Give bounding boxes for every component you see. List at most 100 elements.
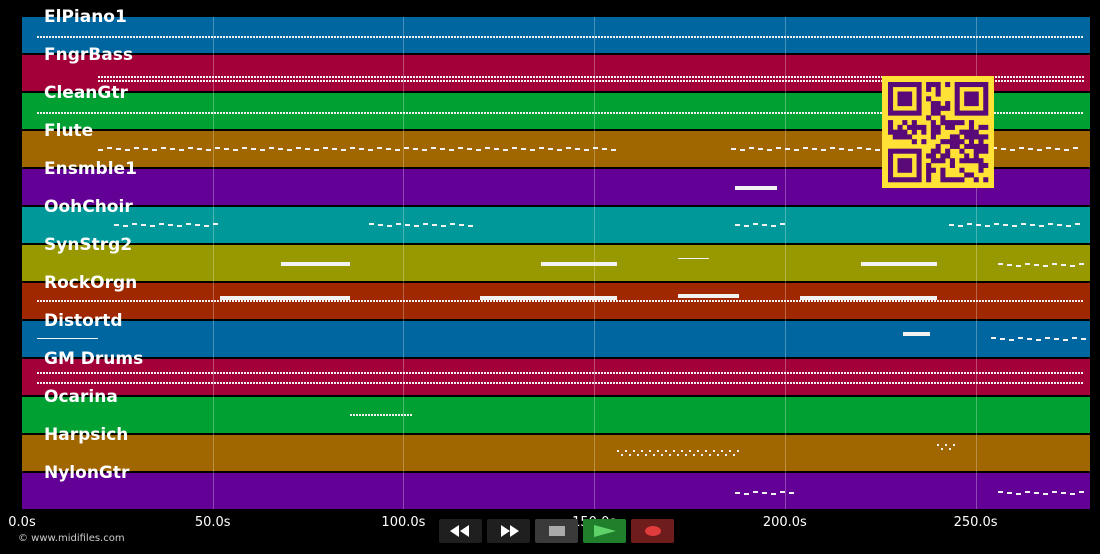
note-mark	[163, 300, 166, 302]
note-mark	[778, 372, 781, 374]
note-mark	[425, 76, 428, 78]
note-mark	[985, 372, 988, 374]
note-mark	[414, 225, 420, 227]
note-mark	[337, 300, 340, 302]
note-mark	[380, 414, 383, 416]
note-mark	[764, 76, 767, 78]
note-mark	[854, 76, 857, 78]
note-mark	[1070, 265, 1076, 267]
note-mark	[733, 36, 736, 38]
note-mark	[946, 372, 949, 374]
note-mark	[262, 300, 265, 302]
note-mark	[130, 36, 133, 38]
note-mark	[782, 80, 785, 82]
note-mark	[380, 80, 383, 82]
stop-button[interactable]	[535, 519, 578, 543]
note-mark	[449, 149, 455, 151]
qr-code-icon[interactable]	[882, 76, 994, 188]
note-mark	[157, 372, 160, 374]
note-mark	[163, 112, 166, 114]
note-mark	[212, 76, 215, 78]
note-mark	[745, 372, 748, 374]
note-mark	[572, 76, 575, 78]
note-mark	[886, 36, 889, 38]
note-mark	[172, 300, 175, 302]
note-mark	[1066, 372, 1069, 374]
note-mark	[421, 382, 424, 384]
rewind-button[interactable]	[439, 519, 482, 543]
note-mark	[478, 36, 481, 38]
track-lane[interactable]	[22, 207, 1090, 245]
note-mark	[181, 300, 184, 302]
note-mark	[334, 372, 337, 374]
note-mark	[475, 36, 478, 38]
note-mark	[259, 112, 262, 114]
record-button[interactable]	[631, 519, 674, 543]
track-lane[interactable]	[22, 245, 1090, 283]
note-mark	[634, 372, 637, 374]
note-mark	[952, 36, 955, 38]
note-mark	[278, 80, 281, 82]
note-mark	[506, 80, 509, 82]
track-lane[interactable]	[22, 17, 1090, 55]
note-mark	[1003, 372, 1006, 374]
note-mark	[223, 112, 226, 114]
note-mark	[1081, 112, 1084, 114]
note-mark	[272, 80, 275, 82]
note-mark	[604, 36, 607, 38]
note-mark	[677, 80, 680, 82]
note-block	[800, 296, 938, 300]
note-mark	[713, 450, 716, 452]
note-mark	[404, 76, 407, 78]
note-mark	[1009, 300, 1012, 302]
note-mark	[97, 36, 100, 38]
note-mark	[161, 76, 164, 78]
note-mark	[362, 414, 365, 416]
note-mark	[598, 112, 601, 114]
note-mark	[658, 382, 661, 384]
note-mark	[772, 36, 775, 38]
note-mark	[140, 80, 143, 82]
note-mark	[533, 76, 536, 78]
track-lane[interactable]	[22, 435, 1090, 473]
note-mark	[460, 382, 463, 384]
note-mark	[605, 80, 608, 82]
track-lane[interactable]	[22, 321, 1090, 359]
note-mark	[101, 76, 104, 78]
note-mark	[175, 300, 178, 302]
track-lane[interactable]	[22, 397, 1090, 435]
note-mark	[242, 80, 245, 82]
note-mark	[736, 300, 739, 302]
note-mark	[505, 372, 508, 374]
note-mark	[73, 300, 76, 302]
note-mark	[365, 80, 368, 82]
note-mark	[539, 76, 542, 78]
note-mark	[1024, 36, 1027, 38]
note-mark	[966, 223, 972, 225]
note-mark	[973, 36, 976, 38]
note-mark	[1055, 80, 1058, 82]
note-mark	[113, 76, 116, 78]
note-mark	[530, 76, 533, 78]
note-mark	[562, 300, 565, 302]
note-mark	[355, 300, 358, 302]
fast-forward-button[interactable]	[487, 519, 530, 543]
note-mark	[763, 112, 766, 114]
track-lane[interactable]	[22, 283, 1090, 321]
track-lane[interactable]	[22, 473, 1090, 509]
note-mark	[352, 112, 355, 114]
note-mark	[643, 112, 646, 114]
note-mark	[139, 112, 142, 114]
note-mark	[862, 112, 865, 114]
note-mark	[112, 372, 115, 374]
note-mark	[82, 112, 85, 114]
note-mark	[403, 36, 406, 38]
note-mark	[313, 300, 316, 302]
note-mark	[869, 80, 872, 82]
play-button[interactable]	[583, 519, 626, 543]
note-mark	[577, 372, 580, 374]
note-mark	[1055, 148, 1061, 150]
note-mark	[440, 76, 443, 78]
note-mark	[485, 80, 488, 82]
track-lane[interactable]	[22, 359, 1090, 397]
